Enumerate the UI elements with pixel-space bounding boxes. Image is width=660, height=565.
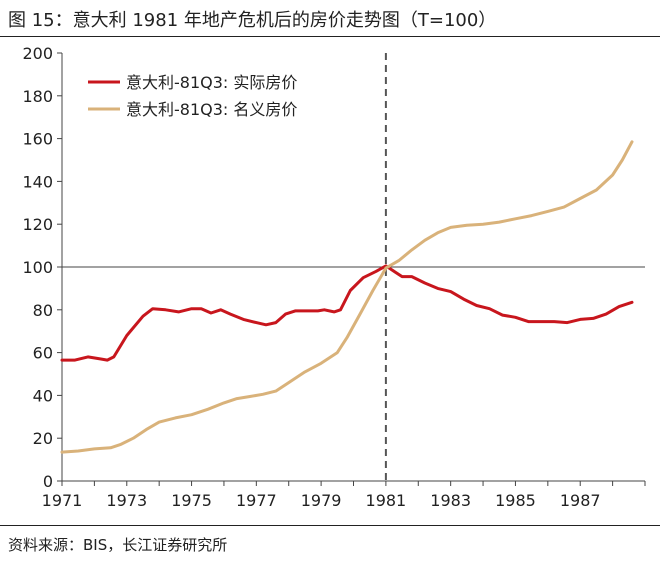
- real-price-line: [60, 264, 634, 362]
- reference-lines: [62, 53, 645, 481]
- y-tick-label: 0: [43, 472, 53, 491]
- x-tick-label: 1981: [366, 491, 407, 510]
- y-axis: 0 20 40 60 80 100 120 140 160 180 200: [22, 44, 63, 491]
- x-tick-label: 1975: [171, 491, 212, 510]
- chart-title: 图 15：意大利 1981 年地产危机后的房价走势图（T=100）: [8, 10, 497, 31]
- y-tick-label: 80: [33, 301, 53, 320]
- x-tick-label: 1971: [42, 491, 83, 510]
- legend-label: 意大利-81Q3: 名义房价: [126, 100, 297, 119]
- y-tick-label: 180: [22, 87, 53, 106]
- legend-label: 意大利-81Q3: 实际房价: [126, 73, 297, 92]
- x-tick-label: 1985: [495, 491, 536, 510]
- x-tick-label: 1973: [106, 491, 147, 510]
- y-tick-label: 40: [33, 386, 53, 405]
- title-rule: [0, 36, 660, 37]
- x-tick-label: 1977: [236, 491, 277, 510]
- x-tick-label: 1987: [560, 491, 601, 510]
- y-tick-label: 100: [22, 258, 53, 277]
- y-tick-label: 20: [33, 429, 53, 448]
- nominal-price-line: [60, 140, 634, 454]
- source-rule: [0, 525, 660, 526]
- y-tick-label: 120: [22, 215, 53, 234]
- x-axis: 1971 1973 1975 1977 1979 1981 1983 1985 1987: [42, 480, 646, 510]
- y-tick-label: 200: [22, 44, 53, 63]
- x-tick-label: 1979: [301, 491, 342, 510]
- y-tick-label: 140: [22, 172, 53, 191]
- source-note: 资料来源：BIS，长江证券研究所: [8, 536, 228, 554]
- line-chart: 0 20 40 60 80 100 120 140 160 180 200 1971 1973 1975…: [22, 44, 646, 510]
- x-tick-label: 1983: [430, 491, 471, 510]
- series-lines: [60, 140, 634, 454]
- y-tick-label: 160: [22, 130, 53, 149]
- y-tick-label: 60: [33, 344, 53, 363]
